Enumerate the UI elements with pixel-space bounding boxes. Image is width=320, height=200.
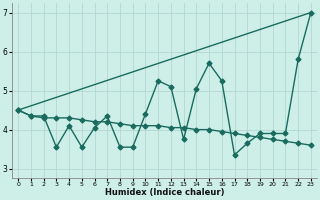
X-axis label: Humidex (Indice chaleur): Humidex (Indice chaleur) [105,188,224,197]
